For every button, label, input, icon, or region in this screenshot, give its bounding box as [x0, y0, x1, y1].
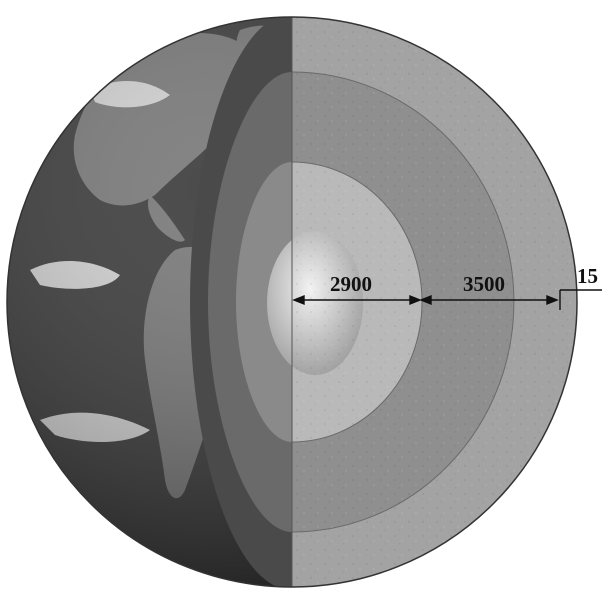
cutaway — [190, 17, 577, 587]
dimension-markers — [292, 289, 602, 310]
mantle-thickness-label: 3500 — [463, 272, 505, 296]
arrowhead-left-icon — [292, 294, 305, 306]
crust-thickness-label: 15 — [577, 264, 598, 288]
arrowhead-right-icon — [409, 294, 422, 306]
globe-outline — [6, 16, 578, 588]
outer-core-left — [236, 162, 292, 442]
arrowhead-right-icon — [546, 294, 559, 306]
arrowhead-left-icon — [419, 294, 432, 306]
core-radius-label: 2900 — [330, 272, 372, 296]
